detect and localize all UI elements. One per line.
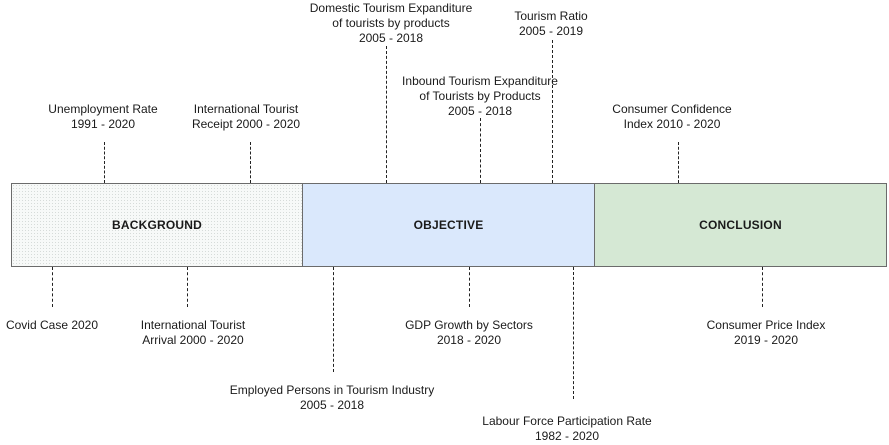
label-inbound-exp-line1: Inbound Tourism Expanditure xyxy=(402,74,558,88)
label-gdp-line2: 2018 - 2020 xyxy=(436,333,502,347)
label-consumer-conf: Consumer Confidence Index 2010 - 2020 xyxy=(612,102,731,132)
connector-inbound-exp xyxy=(480,118,481,183)
label-intl-receipt: International Tourist Receipt 2000 - 202… xyxy=(192,102,300,132)
label-labour: Labour Force Participation Rate 1982 - 2… xyxy=(482,414,651,444)
label-labour-line1: Labour Force Participation Rate xyxy=(482,414,652,428)
label-tourism-ratio: Tourism Ratio 2005 - 2019 xyxy=(514,9,587,39)
objective-block-label: OBJECTIVE xyxy=(413,218,484,232)
label-labour-line2: 1982 - 2020 xyxy=(534,429,600,443)
label-cpi-line1: Consumer Price Index xyxy=(706,318,826,332)
label-unemployment: Unemployment Rate 1991 - 2020 xyxy=(48,102,157,132)
connector-labour xyxy=(573,267,574,399)
label-intl-receipt-line2: Receipt 2000 - 2020 xyxy=(191,117,301,131)
connector-consumer-conf xyxy=(678,142,679,183)
conclusion-block-label: CONCLUSION xyxy=(699,218,782,232)
label-inbound-exp: Inbound Tourism Expanditure of Tourists … xyxy=(402,74,558,119)
label-tourism-ratio-line1: Tourism Ratio xyxy=(514,9,588,23)
label-domestic-exp: Domestic Tourism Expanditure of tourists… xyxy=(310,1,473,46)
label-intl-arrival-line1: International Tourist xyxy=(140,318,246,332)
connector-intl-arrival xyxy=(187,267,188,307)
background-block-label: BACKGROUND xyxy=(112,218,202,232)
label-gdp: GDP Growth by Sectors 2018 - 2020 xyxy=(405,318,533,348)
label-intl-arrival-line2: Arrival 2000 - 2020 xyxy=(142,333,244,347)
label-covid-line1: Covid Case 2020 xyxy=(5,318,99,332)
connector-gdp xyxy=(469,267,470,307)
label-domestic-exp-line1: Domestic Tourism Expanditure xyxy=(309,1,473,15)
label-gdp-line1: GDP Growth by Sectors xyxy=(405,318,533,332)
objective-block: OBJECTIVE xyxy=(302,183,595,267)
label-intl-arrival: International Tourist Arrival 2000 - 202… xyxy=(141,318,246,348)
background-block: BACKGROUND xyxy=(11,183,303,267)
label-cpi: Consumer Price Index 2019 - 2020 xyxy=(707,318,826,348)
label-unemployment-line1: Unemployment Rate xyxy=(48,102,158,116)
connector-employed xyxy=(333,267,334,372)
label-consumer-conf-line1: Consumer Confidence xyxy=(612,102,732,116)
connector-intl-receipt xyxy=(250,142,251,183)
connector-covid xyxy=(52,267,53,307)
connector-tourism-ratio xyxy=(552,40,553,183)
label-inbound-exp-line3: 2005 - 2018 xyxy=(447,104,513,118)
connector-unemployment xyxy=(104,142,105,183)
label-employed-line1: Employed Persons in Tourism Industry xyxy=(229,383,435,397)
label-unemployment-line2: 1991 - 2020 xyxy=(70,117,136,131)
connector-domestic-exp xyxy=(386,46,387,183)
label-inbound-exp-line2: of Tourists by Products xyxy=(419,89,541,103)
label-tourism-ratio-line2: 2005 - 2019 xyxy=(518,24,584,38)
label-domestic-exp-line3: 2005 - 2018 xyxy=(358,31,424,45)
label-domestic-exp-line2: of tourists by products xyxy=(332,16,450,30)
label-cpi-line2: 2019 - 2020 xyxy=(733,333,799,347)
label-employed: Employed Persons in Tourism Industry 200… xyxy=(230,383,435,413)
label-covid: Covid Case 2020 xyxy=(6,318,98,333)
label-intl-receipt-line1: International Tourist xyxy=(193,102,299,116)
connector-cpi xyxy=(762,267,763,307)
conclusion-block: CONCLUSION xyxy=(594,183,887,267)
label-consumer-conf-line2: Index 2010 - 2020 xyxy=(623,117,721,131)
label-employed-line2: 2005 - 2018 xyxy=(299,398,365,412)
